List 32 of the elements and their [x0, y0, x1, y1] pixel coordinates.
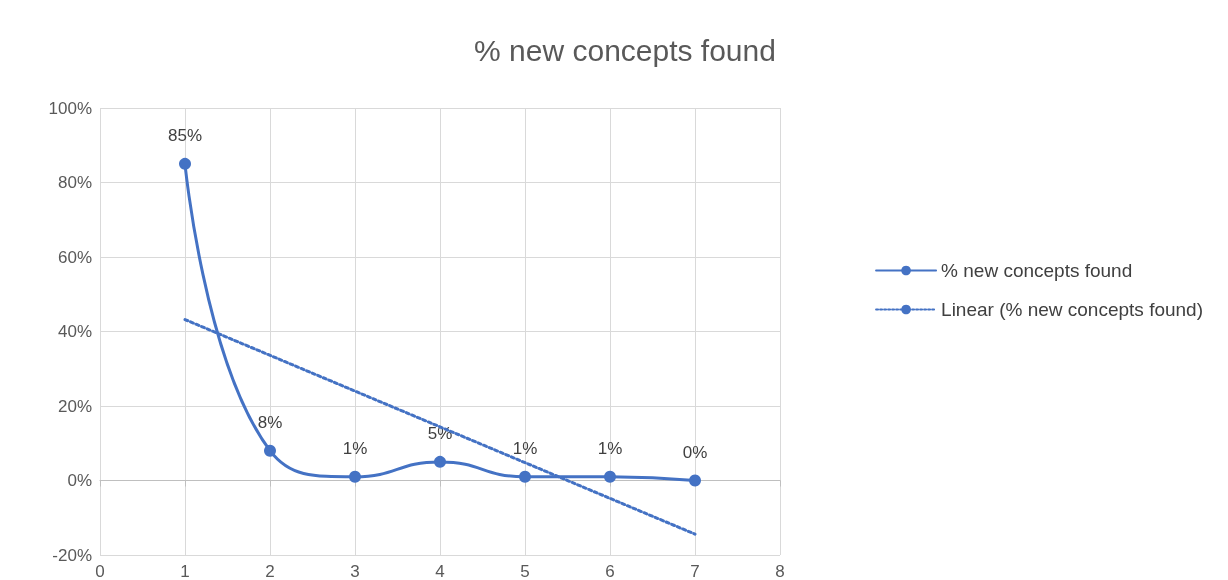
point: [604, 470, 616, 483]
y-tick-label: 100%: [48, 98, 92, 118]
x-tick-label: 1: [180, 562, 190, 580]
y-tick-label: 20%: [57, 396, 92, 416]
y-tick-label: 60%: [57, 247, 92, 267]
data-label: 1%: [512, 438, 538, 458]
x-tick-label: 7: [690, 562, 700, 580]
point: [179, 157, 191, 170]
y-tick-label: 0%: [67, 471, 92, 490]
y-tick-label: -20%: [52, 545, 92, 565]
y-tick-label: 80%: [57, 173, 92, 192]
point: [349, 470, 361, 483]
point: [434, 455, 446, 468]
x-tick-label: 3: [350, 562, 360, 580]
y-tick-label: 40%: [57, 322, 92, 341]
point: [689, 474, 701, 487]
data-label: 1%: [342, 438, 368, 458]
x-tick-label: 5: [520, 562, 530, 580]
x-tick-label: 0: [95, 562, 105, 580]
chart-title: % new concepts found: [474, 33, 776, 67]
data-label: 85%: [167, 125, 203, 145]
x-tick-label: 6: [605, 562, 615, 580]
point: [519, 470, 531, 483]
x-tick-label: 8: [775, 562, 785, 580]
data-label: 8%: [257, 412, 283, 432]
data-label: 0%: [682, 442, 708, 462]
x-tick-label: 4: [435, 562, 445, 580]
legend-label: % new concepts found: [941, 260, 1133, 281]
point: [264, 444, 276, 457]
legend-label: Linear (% new concepts found): [941, 299, 1204, 320]
x-tick-label: 2: [265, 562, 275, 580]
data-label: 1%: [597, 438, 623, 458]
